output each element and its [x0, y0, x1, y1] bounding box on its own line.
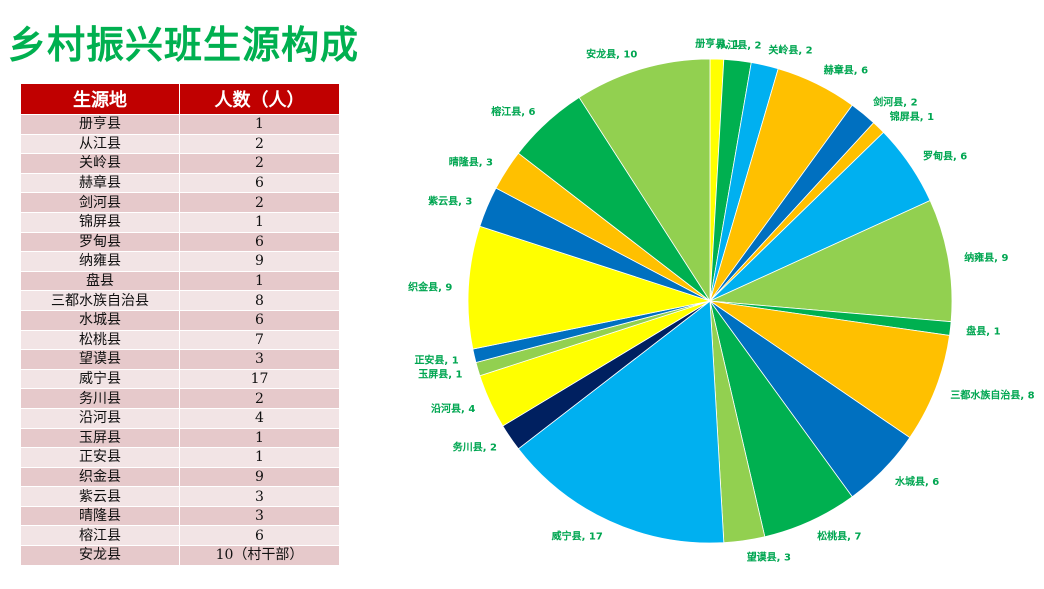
cell-place: 锦屏县 — [20, 211, 180, 233]
cell-place: 关岭县 — [20, 153, 180, 174]
pie-data-label: 松桃县, 7 — [817, 530, 861, 543]
table-row: 三都水族自治县 8 — [20, 290, 340, 311]
table-row: 锦屏县 1 — [20, 211, 340, 233]
pie-data-label: 玉屏县, 1 — [418, 369, 462, 381]
cell-count: 3 — [179, 505, 340, 527]
table-row: 晴隆县 3 — [20, 505, 340, 527]
table-row: 正安县 1 — [20, 447, 340, 468]
cell-place: 织金县 — [20, 466, 180, 488]
table-row: 玉屏县 1 — [20, 427, 340, 449]
table-row: 赫章县 6 — [20, 172, 340, 194]
pie-data-label: 罗甸县, 6 — [923, 149, 967, 162]
table-row: 松桃县 7 — [20, 329, 340, 351]
pie-data-label: 紫云县, 3 — [428, 195, 472, 208]
pie-data-label: 织金县, 9 — [408, 280, 452, 293]
cell-place: 沿河县 — [20, 407, 180, 429]
table-row: 纳雍县 9 — [20, 251, 340, 272]
cell-place: 从江县 — [20, 133, 180, 155]
pie-data-label: 正安县, 1 — [414, 353, 458, 366]
pie-data-label: 关岭县, 2 — [768, 44, 812, 57]
cell-count: 6 — [179, 309, 340, 331]
cell-place: 盘县 — [20, 270, 180, 292]
table-row: 盘县 1 — [20, 270, 340, 292]
cell-place: 紫云县 — [20, 486, 180, 507]
pie-data-label: 赫章县, 6 — [824, 64, 868, 77]
pie-data-label: 威宁县, 17 — [552, 530, 603, 543]
cell-count: 1 — [179, 447, 340, 468]
table-row: 望谟县 3 — [20, 349, 340, 370]
pie-data-label: 望谟县, 3 — [747, 550, 791, 563]
cell-place: 榕江县 — [20, 525, 180, 547]
pie-data-label: 纳雍县, 9 — [964, 251, 1008, 264]
pie-data-label: 剑河县, 2 — [872, 95, 917, 108]
pie-slice — [578, 58, 711, 303]
table-row: 关岭县 2 — [20, 153, 340, 174]
header-count: 人数（人） — [179, 83, 340, 115]
pie-data-label: 三都水族自治县, 8 — [950, 389, 1034, 402]
cell-count: 1 — [179, 114, 340, 135]
pie-data-label: 沿河县, 4 — [431, 402, 475, 415]
pie-data-label: 安龙县, 10 — [586, 48, 637, 61]
cell-count: 3 — [179, 349, 340, 370]
cell-place: 赫章县 — [20, 172, 180, 194]
table-row: 册亨县 1 — [20, 114, 340, 135]
cell-place: 册亨县 — [20, 114, 180, 135]
table-row: 从江县 2 — [20, 133, 340, 155]
cell-count: 2 — [179, 192, 340, 213]
cell-place: 玉屏县 — [20, 427, 180, 449]
pie-data-label: 务川县, 2 — [453, 441, 497, 454]
pie-data-label: 锦屏县, 1 — [890, 110, 934, 123]
cell-count: 8 — [179, 290, 340, 311]
cell-count: 9 — [179, 466, 340, 488]
page-title: 乡村振兴班生源构成 — [8, 23, 360, 67]
cell-place: 务川县 — [20, 388, 180, 409]
header-place: 生源地 — [20, 83, 180, 115]
cell-count: 9 — [179, 251, 340, 272]
table-row: 水城县 6 — [20, 309, 340, 331]
cell-count: 1 — [179, 211, 340, 233]
pie-slice — [709, 300, 950, 439]
pie-data-label: 盘县, 1 — [966, 324, 1000, 337]
table-row: 务川县 2 — [20, 388, 340, 409]
cell-count: 10（村干部） — [179, 545, 340, 566]
pie-data-label: 晴隆县, 3 — [449, 156, 493, 169]
cell-count: 17 — [179, 368, 340, 390]
table-row: 紫云县 3 — [20, 486, 340, 507]
table-row: 剑河县 2 — [20, 192, 340, 213]
source-table: 生源地 人数（人） 册亨县 1 从江县 2 关岭县 2 赫章县 6 剑河县 2 锦屏县 1 罗甸县 6 纳雍… — [20, 83, 340, 566]
cell-place: 剑河县 — [20, 192, 180, 213]
cell-place: 水城县 — [20, 309, 180, 331]
cell-count: 4 — [179, 407, 340, 429]
table-row: 沿河县 4 — [20, 407, 340, 429]
table-row: 安龙县 10（村干部） — [20, 545, 340, 566]
pie-slice — [467, 225, 712, 350]
pie-slice — [517, 300, 725, 544]
table-header-row: 生源地 人数（人） — [20, 83, 340, 115]
cell-place: 罗甸县 — [20, 231, 180, 253]
cell-place: 安龙县 — [20, 545, 180, 566]
pie-data-label: 从江县, 2 — [717, 39, 761, 52]
cell-count: 1 — [179, 427, 340, 449]
pie-data-label: 榕江县, 6 — [491, 105, 535, 118]
cell-place: 松桃县 — [20, 329, 180, 351]
table-row: 榕江县 6 — [20, 525, 340, 547]
cell-place: 正安县 — [20, 447, 180, 468]
pie-data-label: 册亨县, 1 — [695, 37, 739, 50]
table-row: 罗甸县 6 — [20, 231, 340, 253]
cell-count: 2 — [179, 153, 340, 174]
cell-count: 1 — [179, 270, 340, 292]
table-row: 织金县 9 — [20, 466, 340, 488]
pie-data-label: 水城县, 6 — [894, 475, 939, 488]
cell-place: 望谟县 — [20, 349, 180, 370]
pie-slice — [708, 199, 953, 323]
cell-place: 三都水族自治县 — [20, 290, 180, 311]
cell-count: 3 — [179, 486, 340, 507]
